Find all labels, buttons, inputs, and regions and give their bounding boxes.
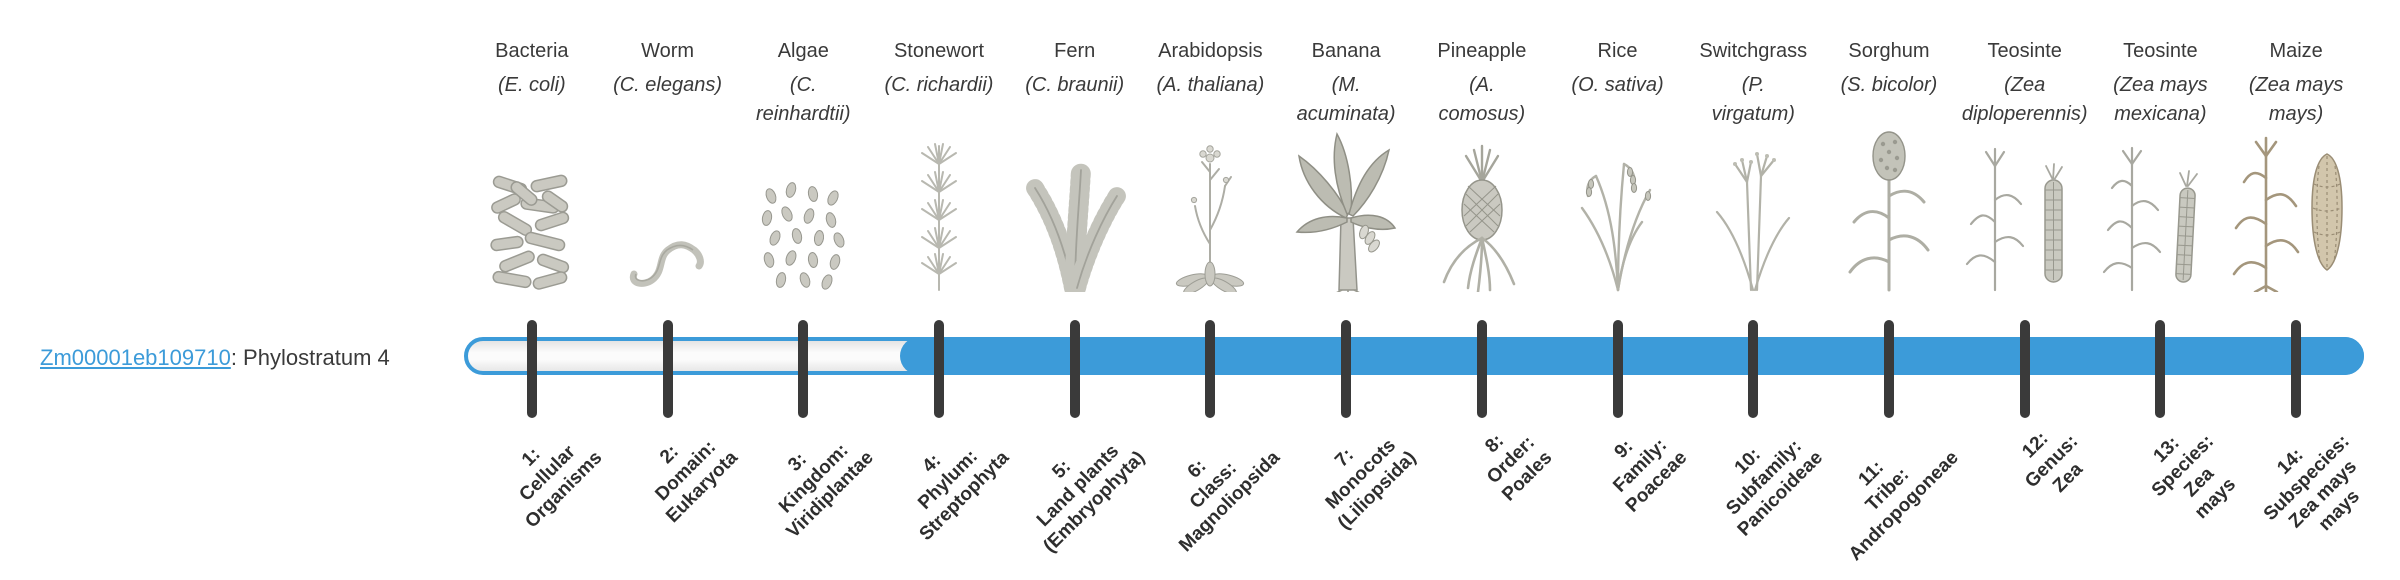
organism-name: Fern [1054, 40, 1096, 62]
organism-name: Switchgrass [1699, 40, 1808, 62]
organism-column: Banana (M. acuminata) 7: Monocots (Lilio… [1278, 0, 1420, 580]
organism-column: Maize (Zea mays mays) 14: Subspecies: Ze… [2228, 0, 2364, 580]
organism-column: Rice (O. sativa) 9: Family: Poaceae [1550, 0, 1691, 580]
organism-column: Stonewort (C. richardii) 4: Phylum: Stre… [871, 0, 1014, 580]
organism-column: Teosinte (Zea mays mexicana) 13: Species… [2093, 0, 2240, 580]
organism-species: (O. sativa) [1571, 74, 1664, 96]
phylostratum-axis-label: 2: Domain: Eukaryota [651, 436, 742, 528]
organism-species: (P. virgatum) [1711, 74, 1795, 125]
pineapple-illustration [1414, 108, 1550, 292]
phylostratum-axis-label: 1: Cellular Organisms [515, 441, 606, 533]
phylostratum-axis-label: 3: Kingdom: Viridiplantae [774, 439, 878, 543]
phylostratum-tick [1883, 320, 1894, 418]
phylostratum-tick [933, 320, 944, 418]
phylostratum-tick [1612, 320, 1623, 418]
gene-phylostratum-text: : Phylostratum 4 [230, 345, 390, 370]
organism-name: Banana [1311, 40, 1381, 62]
organism-species: (M. acuminata) [1296, 74, 1396, 125]
organism-name: Teosinte [2123, 40, 2198, 62]
phylostratum-tick [1748, 320, 1759, 418]
sorghum-illustration [1821, 108, 1957, 292]
phylostratum-axis-label: 5: Land plants (Embryophyta) [1032, 440, 1149, 557]
phylostratum-tick [662, 320, 673, 418]
phylostratum-tick [526, 320, 537, 418]
organism-species: (C. braunii) [1025, 74, 1125, 96]
phylostratum-tick [1069, 320, 1080, 418]
rice-illustration [1550, 108, 1686, 292]
organism-name: Maize [2269, 40, 2323, 62]
phylostratum-tick [1205, 320, 1216, 418]
organism-name: Sorghum [1848, 40, 1930, 62]
switchgrass-illustration [1685, 108, 1821, 292]
phylostratum-axis-label: 6: Class: Magnoliopsida [1175, 447, 1285, 557]
organism-species: (Zea diploperennis) [1961, 74, 2088, 125]
maize-illustration [2228, 108, 2364, 292]
organism-name: Algae [777, 40, 829, 62]
organism-column: Fern (C. braunii) 5: Land plants (Embryo… [1007, 0, 1149, 580]
phylostratum-tick [798, 320, 809, 418]
phylostratum-axis-label: 14: Subspecies: Zea mays mays [2259, 430, 2365, 536]
teosinte-mexicana-illustration [2093, 108, 2229, 292]
organism-species: (C. richardii) [884, 74, 994, 96]
organism-column: Arabidopsis (A. thaliana) 6: Class: Magn… [1143, 0, 1284, 580]
phylostratum-tick [1341, 320, 1352, 418]
organism-name: Bacteria [495, 40, 569, 62]
organism-species: (Zea mays mexicana) [2113, 74, 2208, 125]
phylostratum-axis-label: 11: Tribe: Andropogoneae [1845, 447, 1964, 566]
phylostratum-axis-label: 10: Subfamily: Panicoideae [1722, 435, 1828, 541]
stonewort-illustration [871, 108, 1007, 292]
organism-column: Sorghum (S. bicolor) 11: Tribe: Andropog… [1821, 0, 1963, 580]
phylostratum-axis-label: 7: Monocots (Liliopsida) [1321, 435, 1421, 534]
banana-illustration [1278, 108, 1414, 292]
organism-name: Rice [1597, 40, 1638, 62]
organism-species: (C. reinhardtii) [756, 74, 851, 125]
organism-name: Arabidopsis [1158, 40, 1263, 62]
fern-illustration [1007, 108, 1143, 292]
algae-illustration [735, 108, 871, 292]
gene-link[interactable]: Zm00001eb109710 [40, 345, 231, 370]
organism-name: Worm [641, 40, 695, 62]
phylostratum-tick [1476, 320, 1487, 418]
worm-illustration [600, 108, 736, 292]
organism-species: (A. comosus) [1438, 74, 1526, 125]
organism-name: Teosinte [1987, 40, 2062, 62]
organism-column: Algae (C. reinhardtii) 3: Kingdom: Virid… [735, 0, 877, 580]
organism-species: (C. elegans) [613, 74, 723, 96]
organism-species: (E. coli) [497, 74, 566, 96]
organism-species: (S. bicolor) [1840, 74, 1938, 96]
phylostratum-axis-label: 12: Genus: Zea [2018, 428, 2088, 497]
gene-label: Zm00001eb109710: Phylostratum 4 [40, 345, 390, 371]
organism-species: (A. thaliana) [1156, 74, 1265, 96]
organism-column: Worm (C. elegans) 2: Domain: Eukaryota [600, 0, 742, 580]
organism-species: (Zea mays mays) [2248, 74, 2344, 125]
organism-column: Switchgrass (P. virgatum) 10: Subfamily:… [1685, 0, 1827, 580]
chart-area: Bacteria (E. coli) 1: Cellular Organisms… [464, 0, 2364, 580]
organism-column: Teosinte (Zea diploperennis) 12: Genus: … [1957, 0, 2093, 580]
phylostratum-tick [2019, 320, 2030, 418]
phylostratum-axis-label: 4: Phylum: Streptophyta [914, 445, 1014, 545]
organism-name: Pineapple [1437, 40, 1527, 62]
phylostratum-tick [2291, 320, 2302, 418]
bacteria-illustration [464, 108, 600, 292]
phylostrata-bar-fill [900, 337, 2364, 375]
arabidopsis-illustration [1143, 108, 1279, 292]
organism-name: Stonewort [893, 40, 985, 62]
teosinte-diploperennis-illustration [1957, 108, 2093, 292]
phylostratum-axis-label: 9: Family: Poaceae [1609, 434, 1692, 517]
organism-column: Pineapple (A. comosus) 8: Order: Poales [1414, 0, 1556, 580]
organism-column: Bacteria (E. coli) 1: Cellular Organisms [464, 0, 606, 580]
phylostratum-tick [2155, 320, 2166, 418]
phylostratum-axis-label: 8: Order: Poales [1480, 430, 1556, 506]
